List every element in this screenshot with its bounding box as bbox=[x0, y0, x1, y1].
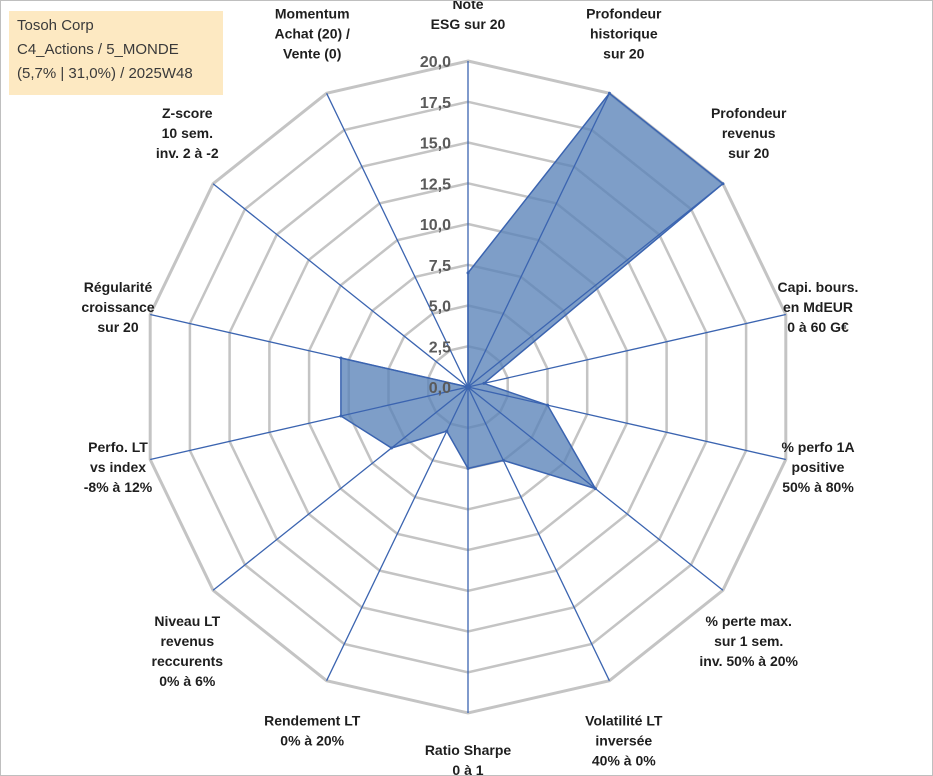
axis-spoke-11 bbox=[150, 386, 469, 461]
axis-label-line: Achat (20) / bbox=[274, 26, 350, 42]
axis-label-line: Profondeur bbox=[586, 6, 662, 22]
axis-spoke-13 bbox=[212, 183, 469, 388]
data-point-9 bbox=[445, 429, 449, 433]
axis-label-line: Capi. bours. bbox=[778, 279, 859, 295]
axis-label-line: Niveau LT bbox=[154, 613, 220, 629]
axis-label-line: Régularité bbox=[84, 279, 153, 295]
axis-label-12: Régularité croissance sur 20 bbox=[81, 279, 154, 335]
axis-label-line: reccurents bbox=[152, 653, 224, 669]
portfolio-category: C4_Actions / 5_MONDE bbox=[17, 41, 179, 58]
axis-label-line: en MdEUR bbox=[783, 299, 853, 315]
data-point-11 bbox=[339, 414, 343, 418]
tick-label-7: 17,5 bbox=[420, 95, 451, 112]
axis-spoke-7 bbox=[467, 386, 610, 681]
tick-label-4: 10,0 bbox=[420, 217, 451, 234]
data-point-6 bbox=[593, 487, 597, 491]
axis-label-6: % perte max. sur 1 sem. inv. 50% à 20% bbox=[699, 613, 798, 669]
axis-label-10: Niveau LT revenus reccurents 0% à 6% bbox=[152, 613, 224, 689]
axis-label-line: vs index bbox=[90, 459, 146, 475]
axis-label-line: % perfo 1A bbox=[781, 439, 854, 455]
axis-label-line: revenus bbox=[722, 125, 776, 141]
axis-spoke-3 bbox=[467, 183, 724, 388]
axis-label-5: % perfo 1A positive 50% à 80% bbox=[781, 439, 854, 495]
performance-week: (5,7% | 31,0%) / 2025W48 bbox=[17, 65, 193, 82]
axis-label-line: 10 sem. bbox=[162, 125, 213, 141]
axis-label-line: positive bbox=[792, 459, 845, 475]
data-point-14 bbox=[466, 385, 470, 389]
axis-label-3: Profondeur revenus sur 20 bbox=[711, 105, 787, 161]
tick-label-6: 15,0 bbox=[420, 136, 451, 153]
axis-label-line: Perfo. LT bbox=[88, 439, 148, 455]
data-point-8 bbox=[466, 467, 470, 470]
axis-label-line: ESG sur 20 bbox=[431, 16, 506, 32]
tick-label-8: 20,0 bbox=[420, 54, 451, 71]
axis-label-line: 0% à 6% bbox=[159, 673, 216, 689]
axis-label-line: sur 20 bbox=[728, 145, 769, 161]
axis-label-line: inv. 50% à 20% bbox=[699, 653, 798, 669]
axis-label-line: sur 20 bbox=[603, 46, 644, 62]
axis-label-4: Capi. bours. en MdEUR 0 à 60 G€ bbox=[778, 279, 859, 335]
axis-spoke-4 bbox=[467, 313, 786, 388]
info-box: Tosoh Corp C4_Actions / 5_MONDE (5,7% | … bbox=[9, 11, 223, 95]
axis-label-line: historique bbox=[590, 26, 658, 42]
axis-label-14: Momentum Achat (20) / Vente (0) bbox=[274, 6, 350, 62]
axis-label-line: Rendement LT bbox=[264, 712, 361, 728]
tick-label-2: 5,0 bbox=[429, 299, 451, 316]
axis-label-line: Z-score bbox=[162, 105, 213, 121]
axis-label-line: Momentum bbox=[275, 6, 350, 22]
axis-label-line: 0 à 60 G€ bbox=[787, 319, 849, 335]
tick-label-0: 0,0 bbox=[429, 380, 451, 397]
axis-label-9: Rendement LT 0% à 20% bbox=[264, 712, 361, 748]
axis-label-line: % perte max. bbox=[706, 613, 792, 629]
axis-label-7: Volatilité LT inversée 40% à 0% bbox=[585, 712, 663, 768]
data-point-2 bbox=[607, 91, 611, 95]
data-point-12 bbox=[339, 356, 343, 360]
axis-label-11: Perfo. LT vs index -8% à 12% bbox=[84, 439, 153, 495]
axis-label-line: Note bbox=[452, 1, 483, 12]
axis-label-line: croissance bbox=[81, 299, 154, 315]
tick-label-3: 7,5 bbox=[429, 258, 451, 275]
data-point-10 bbox=[390, 446, 393, 450]
axis-label-line: Vente (0) bbox=[283, 46, 341, 62]
axis-spoke-9 bbox=[326, 386, 469, 681]
axis-label-line: revenus bbox=[160, 633, 214, 649]
axis-label-8: Ratio Sharpe 0 à 1 bbox=[425, 742, 512, 775]
axis-spoke-14 bbox=[326, 93, 469, 388]
data-point-4 bbox=[482, 381, 486, 385]
axis-label-2: Profondeur historique sur 20 bbox=[586, 6, 662, 62]
axis-spoke-5 bbox=[467, 386, 786, 461]
axis-spoke-10 bbox=[212, 386, 469, 591]
data-point-1 bbox=[466, 271, 470, 275]
company-name: Tosoh Corp bbox=[17, 17, 94, 34]
axis-label-line: inversée bbox=[595, 732, 652, 748]
axis-label-line: -8% à 12% bbox=[84, 479, 153, 495]
axis-label-line: 40% à 0% bbox=[592, 752, 656, 768]
axis-label-line: Profondeur bbox=[711, 105, 787, 121]
axis-label-line: 0% à 20% bbox=[280, 732, 344, 748]
axis-label-13: Z-score 10 sem. inv. 2 à -2 bbox=[156, 105, 219, 161]
axis-label-line: sur 20 bbox=[97, 319, 138, 335]
axis-label-line: Volatilité LT bbox=[585, 712, 663, 728]
axis-spoke-2 bbox=[467, 93, 610, 388]
axis-label-line: sur 1 sem. bbox=[714, 633, 783, 649]
data-point-7 bbox=[501, 458, 505, 462]
axis-label-1: Note ESG sur 20 bbox=[431, 1, 506, 32]
axis-label-line: Ratio Sharpe bbox=[425, 742, 512, 758]
data-point-3 bbox=[721, 182, 725, 186]
axis-label-line: 50% à 80% bbox=[782, 479, 854, 495]
axis-label-line: 0 à 1 bbox=[452, 762, 483, 775]
axis-spoke-12 bbox=[150, 313, 469, 388]
tick-label-5: 12,5 bbox=[420, 176, 451, 193]
tick-label-1: 2,5 bbox=[429, 339, 451, 356]
axis-label-line: inv. 2 à -2 bbox=[156, 145, 219, 161]
data-point-5 bbox=[546, 403, 549, 407]
data-series-area bbox=[340, 92, 725, 490]
